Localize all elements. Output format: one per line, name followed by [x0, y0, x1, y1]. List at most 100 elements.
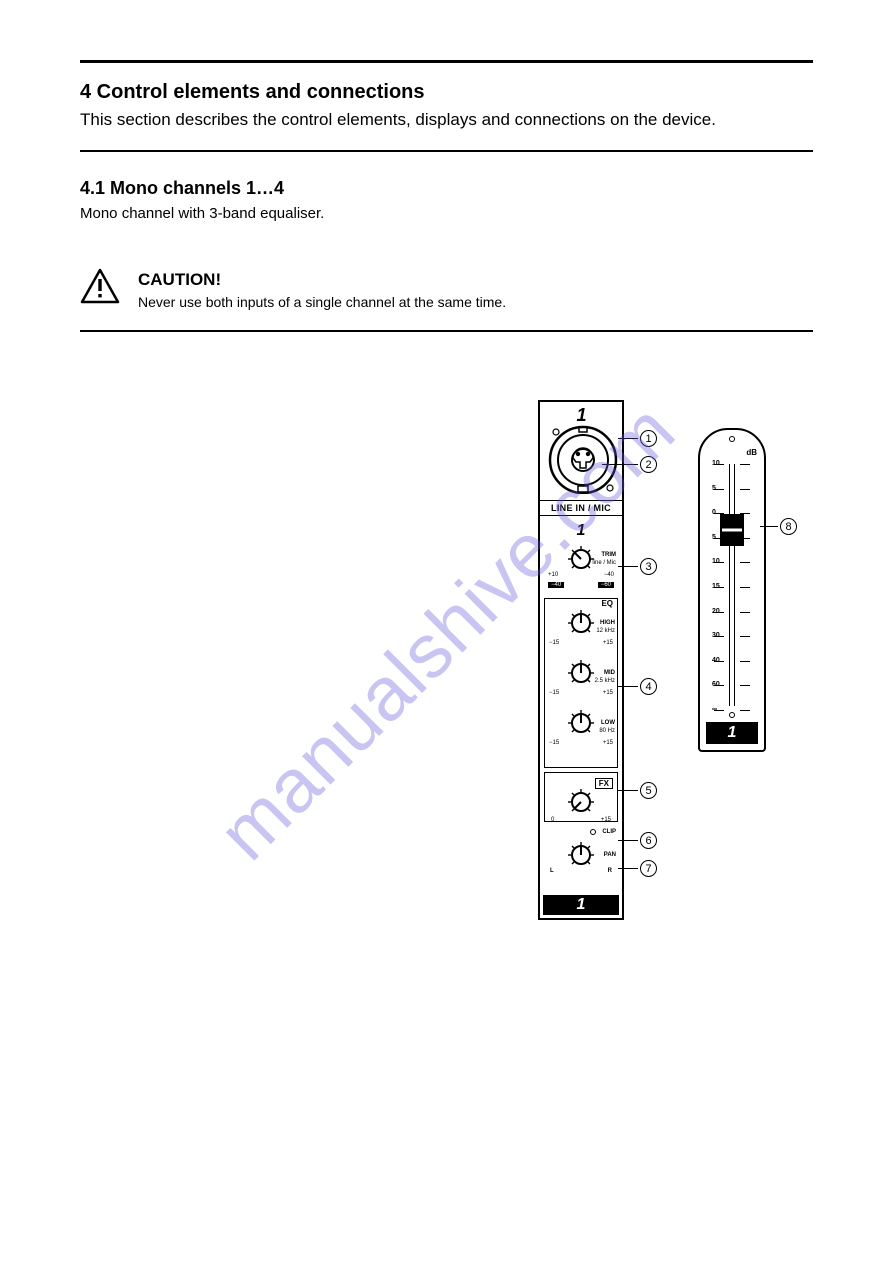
fader-scale-number: 30	[712, 632, 720, 639]
channel-strip-badge: 1	[543, 895, 619, 915]
fx-lo: 0	[551, 817, 554, 823]
callout-2: 2	[602, 456, 657, 473]
fader-tick-right	[740, 562, 750, 563]
fader-tick-right	[740, 612, 750, 613]
eq-mid-knob-icon	[566, 658, 596, 688]
fader-tick-right	[740, 538, 750, 539]
caution-body: Never use both inputs of a single channe…	[138, 290, 506, 310]
eq-high-hi: +15	[603, 640, 613, 646]
screw-top-icon	[729, 436, 735, 442]
section-subtitle: This section describes the control eleme…	[80, 110, 813, 150]
eq-low-lo: −15	[549, 740, 559, 746]
trim-left-top: +10	[548, 572, 558, 578]
callout-6: 6	[618, 832, 657, 849]
pan-label: PAN	[604, 852, 616, 858]
callout-1-num: 1	[640, 430, 657, 447]
mono-heading: 4.1 Mono channels 1…4	[80, 152, 813, 205]
callout-7: 7	[618, 860, 657, 877]
callout-5-num: 5	[640, 782, 657, 799]
fader-scale-number: 5	[712, 485, 716, 492]
channel-number-top: 1	[540, 405, 622, 426]
fader-tick-right	[740, 685, 750, 686]
eq-low-hi: +15	[603, 740, 613, 746]
page-content: 4 Control elements and connections This …	[0, 0, 893, 372]
callout-7-num: 7	[640, 860, 657, 877]
fader-scale-number: 0	[712, 509, 716, 516]
callout-8-num: 8	[780, 518, 797, 535]
trim-section: TRIM line / Mic +10 −40 −40 −60	[544, 542, 618, 596]
fader-scale-number: 10	[712, 558, 720, 565]
trim-right-top: −40	[604, 572, 614, 578]
clip-label: CLIP	[602, 829, 616, 835]
screw-bottom-icon	[729, 712, 735, 718]
fader-tick-right	[740, 513, 750, 514]
eq-high-freq: 12 kHz	[596, 628, 615, 634]
fader-slot-icon	[729, 464, 735, 706]
warning-triangle-icon	[80, 268, 120, 304]
callout-4-num: 4	[640, 678, 657, 695]
caution-text-block: CAUTION! Never use both inputs of a sing…	[138, 268, 506, 310]
fader-scale-number: 5	[712, 534, 716, 541]
fader-tick-right	[740, 710, 750, 711]
eq-label: EQ	[545, 599, 617, 608]
channel-strip: 1	[538, 400, 624, 920]
eq-low-knob-icon	[566, 708, 596, 738]
eq-high-lo: −15	[549, 640, 559, 646]
trim-knob-icon	[566, 544, 596, 574]
fader-db-label: dB	[746, 448, 757, 457]
fx-label: FX	[595, 778, 613, 789]
fader-scale-number: 15	[712, 583, 720, 590]
fader-tick-right	[740, 464, 750, 465]
callout-6-num: 6	[640, 832, 657, 849]
eq-low-freq: 80 Hz	[599, 728, 615, 734]
eq-mid-hi: +15	[603, 690, 613, 696]
callout-8: 8	[760, 518, 797, 535]
fader-badge: 1	[706, 722, 758, 744]
eq-mid-freq: 2.5 kHz	[595, 678, 615, 684]
channel-number-sub: 1	[540, 522, 622, 540]
callout-5: 5	[618, 782, 657, 799]
callout-3-num: 3	[640, 558, 657, 575]
fader-tick-right	[740, 489, 750, 490]
callout-4: 4	[618, 678, 657, 695]
eq-section: EQ HIGH 12 kHz −15 +15 MID	[544, 598, 618, 768]
rule-3	[80, 330, 813, 332]
trim-right-box: −60	[598, 582, 614, 588]
fx-knob-icon	[566, 787, 596, 817]
fader-strip: dB 10 5 0 5 10 15 20 30 40 60 ∞ 1	[698, 428, 766, 752]
eq-low-label: LOW	[601, 720, 615, 726]
fx-hi: +15	[601, 817, 611, 823]
eq-high-label: HIGH	[600, 620, 615, 626]
pan-l: L	[550, 868, 554, 874]
caution-row: CAUTION! Never use both inputs of a sing…	[80, 242, 813, 330]
callout-2-num: 2	[640, 456, 657, 473]
trim-sublabel: line / Mic	[592, 560, 616, 566]
caution-label: CAUTION!	[138, 268, 506, 290]
clip-led-icon	[590, 829, 596, 835]
eq-mid-lo: −15	[549, 690, 559, 696]
fader-scale-number: 10	[712, 460, 720, 467]
fader-handle-icon	[720, 514, 744, 546]
eq-high-knob-icon	[566, 608, 596, 638]
fader-tick-right	[740, 587, 750, 588]
eq-mid-label: MID	[604, 670, 615, 676]
fader-scale-number: ∞	[712, 706, 717, 713]
pan-knob-icon	[566, 840, 596, 870]
section-title: 4 Control elements and connections	[80, 63, 813, 110]
trim-label: TRIM	[601, 552, 616, 558]
fader-track: 10505101520304060∞	[714, 464, 750, 706]
fader-tick-right	[740, 661, 750, 662]
fader-scale-number: 60	[712, 681, 720, 688]
callout-1: 1	[618, 430, 657, 447]
pan-section: CLIP PAN L R	[544, 826, 618, 884]
trim-left-box: −40	[548, 582, 564, 588]
fader-scale-number: 40	[712, 657, 720, 664]
diagram-area: 1	[448, 400, 798, 940]
callout-3: 3	[618, 558, 657, 575]
fader-scale-number: 20	[712, 608, 720, 615]
fx-section: FX 0 +15	[544, 772, 618, 822]
fader-tick-right	[740, 636, 750, 637]
pan-r: R	[608, 868, 612, 874]
input-type-label: LINE IN / MIC	[540, 500, 622, 516]
mono-subheading: Mono channel with 3-band equaliser.	[80, 205, 813, 242]
